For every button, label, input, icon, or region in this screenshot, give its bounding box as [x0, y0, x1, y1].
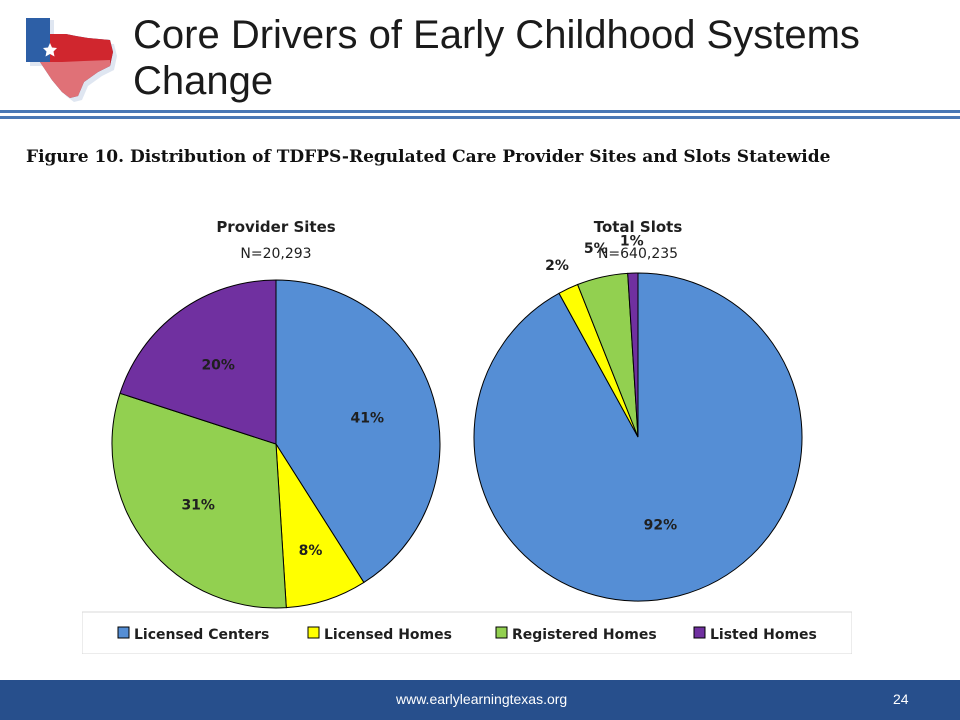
chart-subtitle-0: N=20,293 — [240, 246, 311, 262]
pie-slice-0-3 — [119, 279, 277, 445]
page-number: 24 — [893, 691, 909, 707]
pie-label-1-1: 2% — [545, 258, 569, 274]
texas-logo — [26, 18, 117, 102]
chart-title-0: Provider Sites — [216, 218, 335, 236]
pie-label-1-2: 5% — [584, 241, 608, 257]
pie-slice-0-0 — [275, 279, 441, 584]
chart-subtitle-1: N=640,235 — [598, 246, 678, 262]
pie-slice-0-2 — [111, 392, 287, 609]
legend-swatch-3 — [693, 626, 706, 639]
legend-swatch-1 — [307, 626, 320, 639]
legend-label-3: Listed Homes — [710, 627, 817, 643]
legend-label-2: Registered Homes — [512, 627, 657, 643]
pie-slice-1-3 — [627, 272, 639, 438]
figure-caption: Figure 10. Distribution of TDFPS-Regulat… — [26, 147, 831, 167]
slide-title: Core Drivers of Early Childhood Systems … — [133, 13, 860, 103]
legend-box — [82, 611, 852, 654]
legend-label-0: Licensed Centers — [134, 627, 269, 643]
pie-label-1-3: 1% — [620, 233, 644, 249]
legend-label-1: Licensed Homes — [324, 627, 452, 643]
pie-label-1-0: 92% — [644, 517, 678, 533]
pie-charts: Provider Sites N=20,293 41% 8% 31% 20% Total S… — [82, 218, 852, 654]
legend-swatch-2 — [495, 626, 508, 639]
chart-title-1: Total Slots — [594, 218, 683, 236]
title-rule-secondary — [0, 116, 960, 119]
footer-url[interactable]: www.earlylearningtexas.org — [396, 691, 568, 707]
pie-label-0-2: 31% — [181, 497, 215, 513]
pie-label-0-3: 20% — [201, 357, 235, 373]
legend-swatch-0 — [117, 626, 130, 639]
footer-bar: www.earlylearningtexas.org 24 — [0, 680, 960, 720]
pie-label-0-0: 41% — [351, 411, 385, 427]
pie-label-0-1: 8% — [299, 543, 323, 559]
pie-chart-panel: Provider Sites N=20,293 41% 8% 31% 20% Total S… — [82, 208, 852, 654]
title-rule — [0, 110, 960, 113]
